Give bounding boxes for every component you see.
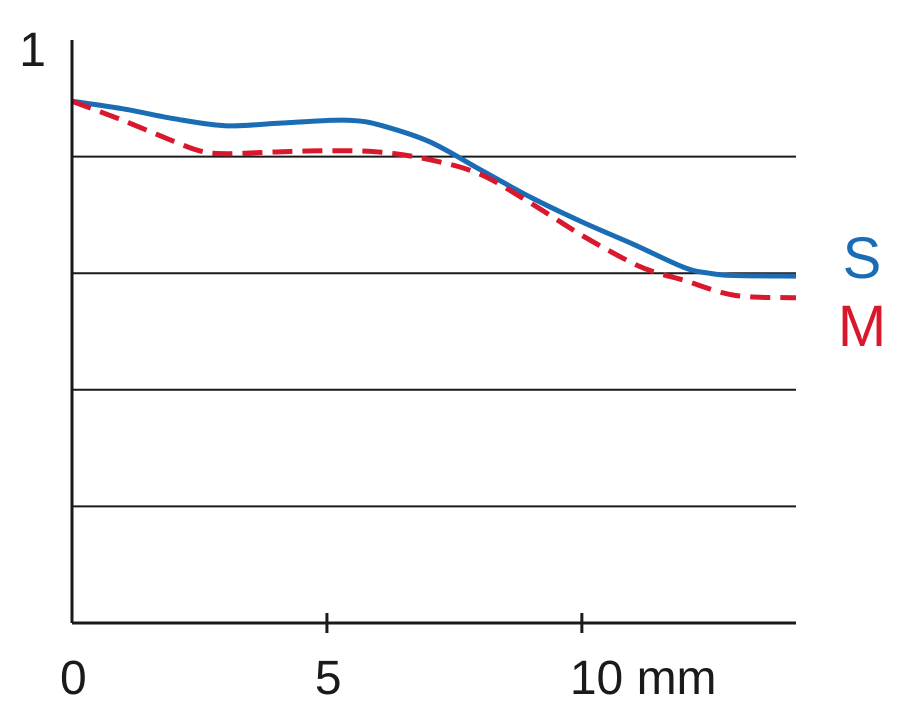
ticks: [325, 613, 584, 633]
grid-lines: [72, 155, 796, 508]
series-line-s: [71, 98, 797, 279]
legend: SM: [838, 226, 886, 359]
x-tick-label-1: 5: [315, 652, 342, 705]
tick-labels: 0 5 10 mm 1: [19, 24, 716, 705]
legend-label-s: S: [843, 226, 882, 291]
x-tick-label-2: 10 mm: [570, 652, 717, 705]
series-line-m: [71, 98, 797, 301]
x-tick-label-0: 0: [60, 652, 87, 705]
axes: [70, 40, 796, 625]
y-tick-label-0: 1: [19, 24, 46, 77]
legend-label-m: M: [838, 294, 886, 359]
series-lines: [71, 98, 797, 301]
